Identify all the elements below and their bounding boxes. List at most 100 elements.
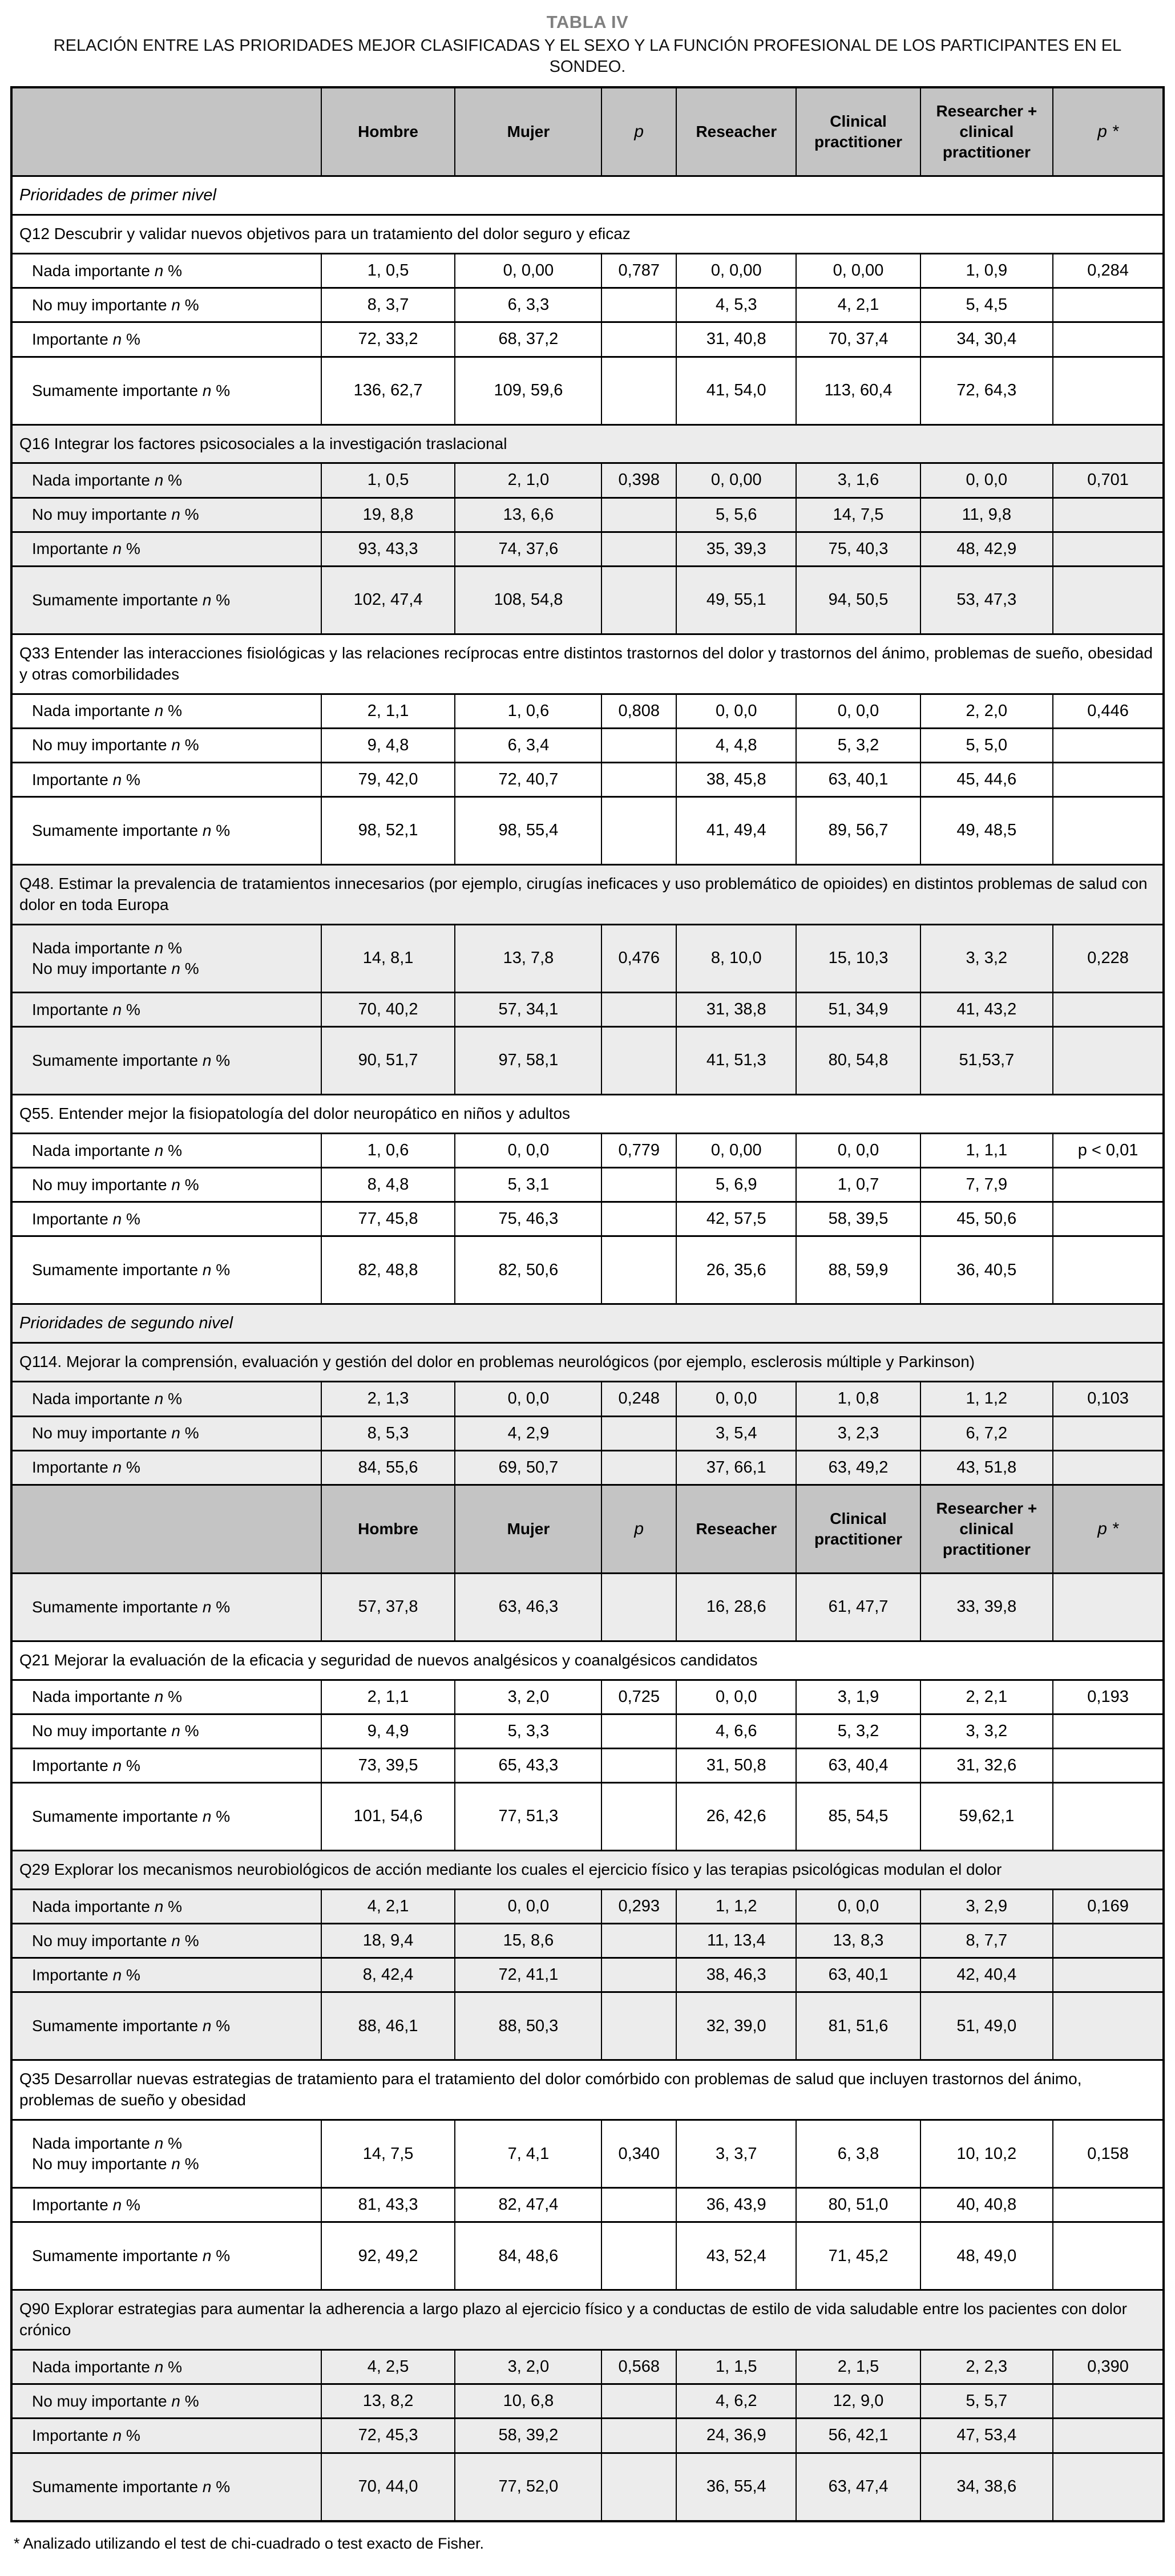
cell-p	[601, 1923, 677, 1959]
cell-mujer: 98, 55,4	[454, 796, 603, 866]
cell-pstar: 0,446	[1052, 693, 1164, 729]
row-label: No muy importante n %	[11, 1167, 322, 1203]
cell-both: 5, 4,5	[919, 287, 1054, 323]
column-header-researcher: Reseacher	[676, 86, 797, 177]
cell-pstar	[1052, 565, 1164, 635]
cell-researcher: 41, 49,4	[676, 796, 797, 866]
cell-hombre: 88, 46,1	[320, 1991, 456, 2061]
cell-clinical: 3, 2,3	[796, 1415, 921, 1451]
cell-clinical: 63, 40,1	[796, 761, 921, 798]
cell-both: 72, 64,3	[919, 355, 1054, 426]
cell-p: 0,808	[601, 693, 677, 729]
cell-hombre: 84, 55,6	[320, 1449, 456, 1486]
table-row: Importante n % 73, 39,5 65, 43,3 31, 50,8 63…	[11, 1747, 1164, 1784]
cell-clinical: 6, 3,8	[796, 2119, 921, 2189]
cell-both: 5, 5,0	[919, 727, 1054, 763]
cell-pstar	[1052, 1991, 1164, 2061]
cell-p	[601, 1026, 677, 1096]
cell-hombre: 98, 52,1	[320, 796, 456, 866]
cell-both: 45, 50,6	[919, 1201, 1054, 1238]
cell-mujer: 109, 59,6	[454, 355, 603, 426]
cell-p	[601, 2452, 677, 2522]
table-row: No muy importante n % 13, 8,2 10, 6,8 4, 6,…	[11, 2383, 1164, 2420]
cell-pstar	[1052, 2221, 1164, 2291]
question-title-row-text: Q29 Explorar los mecanismos neurobiológi…	[11, 1850, 1164, 1890]
cell-researcher: 3, 3,7	[676, 2119, 797, 2189]
cell-hombre: 136, 62,7	[320, 355, 456, 426]
row-label: Nada importante n %	[11, 1679, 322, 1715]
question-title-row: Q114. Mejorar la comprensión, evaluación…	[11, 1342, 1164, 1383]
cell-p	[601, 2417, 677, 2454]
title-block: TABLA IV RELACIÓN ENTRE LAS PRIORIDADES …	[0, 0, 1175, 86]
cell-pstar	[1052, 287, 1164, 323]
table-row: Sumamente importante n % 101, 54,6 77, 51,…	[11, 1782, 1164, 1851]
table-row: No muy importante n % 18, 9,4 15, 8,6 11, 1…	[11, 1923, 1164, 1959]
cell-hombre: 4, 2,1	[320, 1888, 456, 1925]
cell-both: 7, 7,9	[919, 1167, 1054, 1203]
cell-mujer: 3, 2,0	[454, 1679, 603, 1715]
table-row: Nada importante n % 1, 0,5 2, 1,0 0,398 0, 0…	[11, 462, 1164, 499]
table-header-row: Hombre Mujer p Reseacher Clinical practition…	[11, 86, 1164, 177]
question-title-row-text: Q55. Entender mejor la fisiopatología de…	[11, 1094, 1164, 1134]
cell-mujer: 10, 6,8	[454, 2383, 603, 2420]
cell-mujer: 77, 51,3	[454, 1782, 603, 1851]
cell-p: 0,476	[601, 923, 677, 993]
question-title-row-text: Q33 Entender las interacciones fisiológi…	[11, 633, 1164, 695]
cell-researcher: 1, 1,5	[676, 2349, 797, 2385]
row-label: Importante n %	[11, 1957, 322, 1993]
table-row: Nada importante n % No muy importante n %…	[11, 923, 1164, 993]
cell-clinical: 12, 9,0	[796, 2383, 921, 2420]
row-label: No muy importante n %	[11, 2383, 322, 2420]
cell-mujer: 5, 3,1	[454, 1167, 603, 1203]
cell-researcher: 4, 6,6	[676, 1713, 797, 1749]
row-label: No muy importante n %	[11, 287, 322, 323]
cell-clinical: 71, 45,2	[796, 2221, 921, 2291]
cell-mujer: 3, 2,0	[454, 2349, 603, 2385]
cell-clinical: 75, 40,3	[796, 531, 921, 567]
cell-hombre: 81, 43,3	[320, 2187, 456, 2223]
cell-hombre: 72, 45,3	[320, 2417, 456, 2454]
cell-researcher: 41, 54,0	[676, 355, 797, 426]
cell-clinical: 63, 40,1	[796, 1957, 921, 1993]
cell-mujer: 1, 0,6	[454, 693, 603, 729]
cell-mujer: 0, 0,0	[454, 1132, 603, 1169]
table-header-row: Hombre Mujer p Reseacher Clinical practition…	[11, 1483, 1164, 1574]
cell-p	[601, 287, 677, 323]
cell-hombre: 18, 9,4	[320, 1923, 456, 1959]
page-title: RELACIÓN ENTRE LAS PRIORIDADES MEJOR CLA…	[53, 36, 1122, 76]
cell-researcher: 5, 6,9	[676, 1167, 797, 1203]
row-label: Nada importante n % No muy importante n %	[11, 923, 322, 993]
row-label: Importante n %	[11, 2417, 322, 2454]
cell-both: 2, 2,3	[919, 2349, 1054, 2385]
cell-pstar: 0,701	[1052, 462, 1164, 499]
cell-researcher: 24, 36,9	[676, 2417, 797, 2454]
column-header-mujer: Mujer	[454, 86, 603, 177]
row-label: Sumamente importante n %	[11, 2452, 322, 2522]
row-label: Importante n %	[11, 531, 322, 567]
cell-clinical: 0, 0,0	[796, 1132, 921, 1169]
cell-p: 0,568	[601, 2349, 677, 2385]
cell-pstar	[1052, 1235, 1164, 1305]
cell-researcher: 43, 52,4	[676, 2221, 797, 2291]
cell-hombre: 77, 45,8	[320, 1201, 456, 1238]
question-title-row: Q16 Integrar los factores psicosociales …	[11, 423, 1164, 464]
cell-mujer: 13, 6,6	[454, 496, 603, 533]
cell-clinical: 3, 1,6	[796, 462, 921, 499]
cell-p	[601, 1747, 677, 1784]
cell-researcher: 36, 43,9	[676, 2187, 797, 2223]
cell-researcher: 31, 50,8	[676, 1747, 797, 1784]
cell-pstar	[1052, 1923, 1164, 1959]
cell-clinical: 61, 47,7	[796, 1572, 921, 1642]
cell-both: 51, 49,0	[919, 1991, 1054, 2061]
cell-researcher: 38, 46,3	[676, 1957, 797, 1993]
table-row: Importante n % 79, 42,0 72, 40,7 38, 45,8 63…	[11, 761, 1164, 798]
table-row: Nada importante n % 2, 1,1 1, 0,6 0,808 0, 0…	[11, 693, 1164, 729]
cell-researcher: 4, 6,2	[676, 2383, 797, 2420]
cell-p: 0,725	[601, 1679, 677, 1715]
table-row: Sumamente importante n % 70, 44,0 77, 52,0…	[11, 2452, 1164, 2522]
table-row: No muy importante n % 9, 4,8 6, 3,4 4, 4,8 5…	[11, 727, 1164, 763]
row-label: Sumamente importante n %	[11, 796, 322, 866]
table-container: Hombre Mujer p Reseacher Clinical practition…	[0, 86, 1175, 2522]
cell-clinical: 113, 60,4	[796, 355, 921, 426]
priorities-table: Hombre Mujer p Reseacher Clinical practition…	[10, 86, 1165, 2522]
